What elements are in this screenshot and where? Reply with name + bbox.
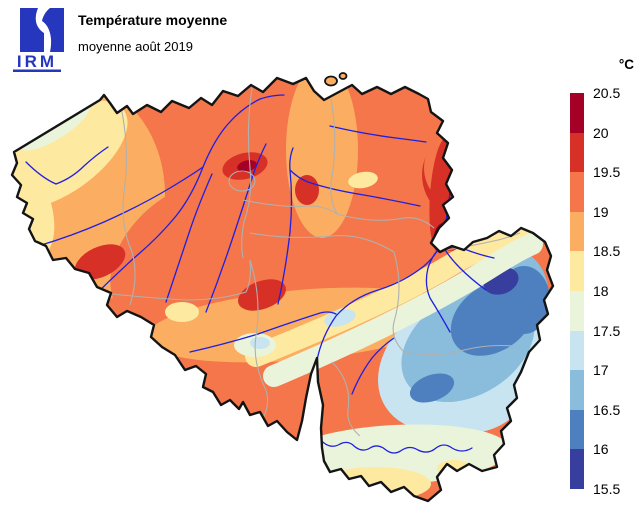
irm-logo-text: IRM bbox=[17, 52, 57, 71]
irm-logo-underline bbox=[13, 69, 61, 72]
river-kempen-canal bbox=[329, 125, 427, 143]
province-line bbox=[111, 259, 252, 301]
baarle-hertog-exclave bbox=[324, 72, 348, 87]
colorbar-tick-label: 20 bbox=[593, 124, 609, 141]
river-senne bbox=[205, 143, 267, 313]
temp-region-19-19.5-wflanders bbox=[110, 180, 270, 330]
colorbar-tick-label: 19.5 bbox=[593, 164, 621, 181]
colorbar-unit-label: °C bbox=[618, 57, 634, 72]
province-line bbox=[249, 259, 269, 417]
province-line bbox=[249, 232, 395, 253]
province-line bbox=[403, 344, 515, 356]
province-line bbox=[336, 213, 435, 229]
temp-band-17.5-18-southeast bbox=[263, 233, 543, 387]
province-line bbox=[330, 98, 338, 215]
temp-region-17-17.5-philippeville bbox=[250, 337, 270, 349]
river-lys bbox=[37, 166, 204, 247]
colorbar-swatches bbox=[570, 93, 584, 489]
colorbar-swatch bbox=[570, 251, 584, 291]
river-semois bbox=[297, 437, 473, 454]
temp-region-19.5-20-tournai bbox=[74, 244, 126, 280]
colorbar-swatch bbox=[570, 290, 584, 331]
colorbar-tick-label: 19 bbox=[593, 203, 609, 220]
map-subtitle: moyenne août 2019 bbox=[78, 39, 193, 54]
river-yser bbox=[25, 146, 109, 185]
temperature-fill-regions bbox=[12, 78, 553, 501]
river-dender bbox=[165, 173, 213, 303]
province-line bbox=[241, 87, 253, 259]
colorbar-swatch bbox=[570, 449, 584, 489]
colorbar-tick-label: 18 bbox=[593, 283, 609, 299]
map-title: Température moyenne bbox=[78, 12, 228, 28]
river-demer bbox=[289, 169, 421, 207]
colorbar-tick-label: 16 bbox=[593, 441, 609, 458]
colorbar-ticks: 20.5 20 19.5 19 18.5 18 17.5 17 16.5 16 15.5 bbox=[593, 85, 635, 497]
colorbar-swatch bbox=[570, 172, 584, 212]
river-dyle bbox=[277, 147, 294, 305]
colorbar-tick-label: 15.5 bbox=[593, 481, 621, 497]
colorbar-swatch bbox=[570, 330, 584, 371]
colorbar-swatch bbox=[570, 132, 584, 173]
province-line bbox=[120, 106, 136, 306]
province-line-brussels bbox=[228, 170, 256, 192]
temp-region-19.5-20-leuven bbox=[295, 175, 319, 205]
irm-logo: IRM bbox=[13, 8, 64, 72]
temp-region-19.5-20-charleroi bbox=[238, 279, 286, 311]
irm-logo-left-shape bbox=[20, 8, 44, 52]
colorbar-swatch bbox=[570, 211, 584, 252]
river-ourthe bbox=[425, 246, 451, 333]
temp-region-16-16.5-south bbox=[409, 373, 455, 403]
temp-region-18-18.5-mons bbox=[165, 302, 199, 322]
colorbar-tick-label: 18.5 bbox=[593, 243, 621, 260]
colorbar-swatch bbox=[570, 93, 584, 133]
province-line bbox=[242, 199, 338, 215]
colorbar-swatch bbox=[570, 409, 584, 450]
colorbar-tick-label: 17.5 bbox=[593, 322, 621, 339]
exclave-shape bbox=[338, 72, 348, 80]
river-sambre bbox=[189, 311, 337, 353]
temp-band-18-18.5-southeast bbox=[245, 217, 535, 367]
temp-region-18-18.5-hesbaye bbox=[348, 171, 378, 189]
irm-logo-right-shape bbox=[42, 8, 64, 52]
province-line bbox=[392, 251, 405, 353]
exclave-shape bbox=[324, 75, 338, 87]
river-ambleve bbox=[443, 247, 487, 291]
province-line bbox=[331, 361, 361, 437]
river-lesse bbox=[351, 337, 395, 395]
colorbar-swatch bbox=[570, 370, 584, 410]
temp-region-20-20.5-brussels bbox=[237, 160, 257, 172]
colorbar-tick-label: 17 bbox=[593, 362, 609, 379]
colorbar-tick-label: 20.5 bbox=[593, 85, 621, 101]
country-border bbox=[10, 76, 555, 503]
colorbar-tick-label: 16.5 bbox=[593, 401, 621, 418]
province-borders bbox=[111, 87, 521, 437]
